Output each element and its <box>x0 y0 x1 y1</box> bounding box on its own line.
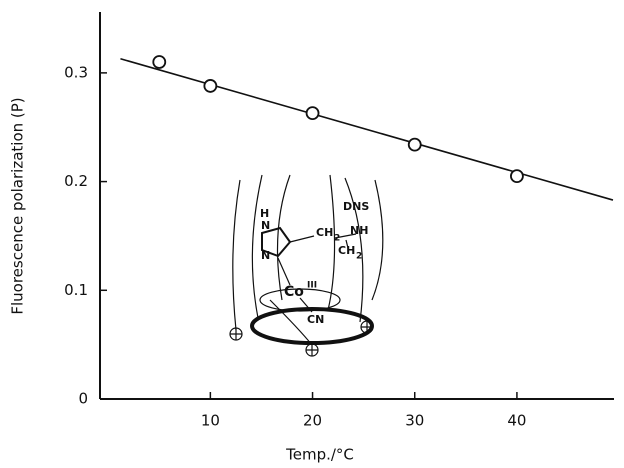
point <box>203 79 218 93</box>
inset-label: NH <box>350 224 368 237</box>
y-tick-label: 0 <box>78 390 88 408</box>
x-axis-label: Temp./°C <box>285 446 354 464</box>
inset-label: 2 <box>334 234 340 244</box>
x-tick-label: 40 <box>507 412 526 430</box>
point <box>152 55 167 69</box>
x-tick-label: 10 <box>201 412 220 430</box>
x-tick-label: 30 <box>405 412 424 430</box>
y-tick-label: 0.3 <box>64 63 88 81</box>
inset-label: N <box>261 219 270 232</box>
inset-label: Co <box>284 284 304 300</box>
inset-label: CH <box>316 226 333 239</box>
point <box>510 169 524 184</box>
inset-diagram <box>229 174 384 357</box>
x-tick-label: 20 <box>303 412 322 430</box>
y-tick-label: 0.2 <box>64 172 88 190</box>
fit-line <box>120 57 614 201</box>
inset-label: H <box>260 207 269 220</box>
inset-label: 2 <box>356 252 362 262</box>
inset-label: CN <box>307 313 324 326</box>
y-axis-label: Fluorescence polarization (P) <box>9 97 27 314</box>
y-tick-label: 0.1 <box>64 281 88 299</box>
inset-label: III <box>307 281 317 291</box>
point <box>407 137 422 152</box>
inset-label: CH <box>338 244 355 257</box>
point <box>305 106 320 120</box>
inset-label: N <box>261 249 270 262</box>
inset-label: DNS <box>343 200 369 213</box>
